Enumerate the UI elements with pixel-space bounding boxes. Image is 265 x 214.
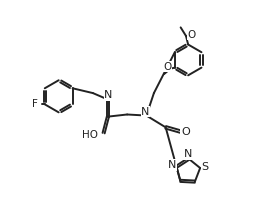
Text: N: N: [168, 160, 176, 170]
Text: O: O: [181, 127, 190, 137]
Text: S: S: [201, 162, 208, 172]
Text: N: N: [104, 90, 113, 100]
Text: O: O: [187, 30, 195, 40]
Text: N: N: [141, 107, 149, 117]
Text: HO: HO: [82, 130, 98, 140]
Text: F: F: [33, 99, 38, 109]
Text: O: O: [163, 62, 171, 71]
Text: N: N: [184, 149, 192, 159]
